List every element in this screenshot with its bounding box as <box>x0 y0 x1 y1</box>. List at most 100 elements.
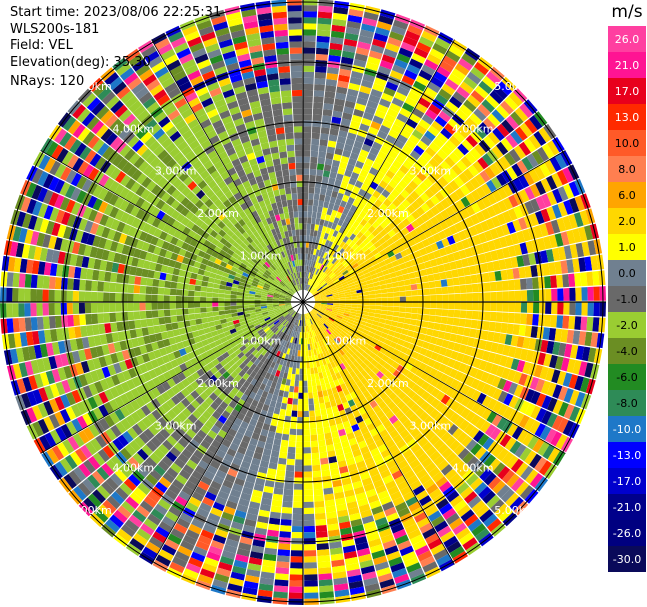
velocity-gate <box>326 292 333 296</box>
velocity-gate <box>333 298 340 301</box>
velocity-gate <box>320 365 326 373</box>
velocity-gate <box>310 144 319 152</box>
velocity-gate <box>285 304 292 307</box>
velocity-gate <box>314 296 321 299</box>
velocity-gate <box>141 327 149 336</box>
velocity-gate <box>431 329 440 338</box>
velocity-gate <box>213 388 222 397</box>
velocity-gate <box>386 358 395 366</box>
velocity-gate <box>480 262 489 273</box>
velocity-gate <box>411 244 419 253</box>
velocity-gate <box>365 437 375 446</box>
velocity-gate <box>225 263 233 270</box>
velocity-gate <box>337 509 349 518</box>
velocity-gate <box>328 177 336 185</box>
velocity-gate <box>457 143 469 156</box>
velocity-gate <box>433 71 448 83</box>
velocity-gate <box>173 523 188 535</box>
velocity-gate <box>346 321 353 327</box>
velocity-gate <box>441 309 449 317</box>
velocity-gate <box>127 293 134 302</box>
velocity-gate <box>221 276 228 282</box>
velocity-gate <box>368 290 376 295</box>
velocity-gate <box>461 53 477 66</box>
velocity-gate <box>82 131 96 146</box>
velocity-gate <box>143 518 158 531</box>
velocity-gate <box>220 280 227 286</box>
velocity-gate <box>450 379 460 390</box>
velocity-gate <box>375 185 385 194</box>
velocity-gate <box>303 211 308 218</box>
velocity-gate <box>172 375 181 385</box>
velocity-gate <box>72 350 81 364</box>
velocity-gate <box>512 324 520 336</box>
velocity-gate <box>366 252 374 259</box>
velocity-gate <box>156 340 165 349</box>
velocity-gate <box>401 551 417 562</box>
velocity-gate <box>360 369 368 378</box>
velocity-gate <box>214 339 222 346</box>
velocity-gate <box>212 292 219 298</box>
velocity-gate <box>255 311 262 315</box>
velocity-gate <box>190 214 199 224</box>
velocity-gate <box>238 498 250 507</box>
velocity-gate <box>508 312 515 324</box>
velocity-gate <box>216 253 225 261</box>
velocity-gate <box>339 321 347 327</box>
velocity-gate <box>120 418 132 431</box>
velocity-gate <box>345 393 353 402</box>
velocity-gate <box>268 332 275 338</box>
velocity-gate <box>311 138 320 146</box>
velocity-gate <box>318 250 323 257</box>
velocity-gate <box>402 376 411 386</box>
velocity-gate <box>166 330 175 339</box>
velocity-gate <box>314 224 320 231</box>
velocity-gate <box>48 276 56 289</box>
velocity-gate <box>191 470 203 481</box>
velocity-gate <box>105 261 114 272</box>
velocity-gate <box>333 6 349 15</box>
velocity-gate <box>354 207 362 216</box>
velocity-gate <box>584 331 593 347</box>
velocity-gate <box>334 179 342 187</box>
velocity-gate <box>383 233 391 242</box>
velocity-gate <box>277 284 284 289</box>
velocity-gate <box>359 278 367 283</box>
velocity-gate <box>477 433 490 447</box>
velocity-gate <box>381 302 388 307</box>
velocity-gate <box>346 412 355 421</box>
velocity-gate <box>489 163 501 176</box>
velocity-gate <box>411 290 418 296</box>
velocity-gate <box>411 393 421 403</box>
velocity-gate <box>399 333 407 341</box>
velocity-gate <box>351 383 360 391</box>
velocity-gate <box>440 431 452 443</box>
velocity-gate <box>165 510 179 523</box>
velocity-gate <box>27 245 36 260</box>
velocity-gate <box>172 268 180 276</box>
velocity-gate <box>48 398 60 413</box>
velocity-gate <box>484 302 491 311</box>
velocity-gate <box>229 328 237 334</box>
velocity-gate <box>486 411 498 424</box>
velocity-gate <box>81 178 93 192</box>
velocity-gate <box>74 448 88 463</box>
velocity-gate <box>371 229 380 237</box>
velocity-gate <box>329 264 336 271</box>
velocity-gate <box>368 94 381 104</box>
velocity-gate <box>445 512 460 525</box>
velocity-gate <box>467 337 475 347</box>
velocity-gate <box>281 346 286 353</box>
velocity-gate <box>304 314 306 321</box>
velocity-gate <box>365 275 373 282</box>
velocity-gate <box>310 287 315 293</box>
velocity-gate <box>162 413 173 424</box>
velocity-gate <box>462 537 478 551</box>
velocity-gate <box>529 473 544 488</box>
velocity-gate <box>114 396 125 409</box>
velocity-gate <box>383 198 392 208</box>
velocity-gate <box>409 278 417 285</box>
velocity-gate <box>226 248 235 256</box>
velocity-gate <box>422 527 437 540</box>
velocity-gate <box>195 377 205 386</box>
